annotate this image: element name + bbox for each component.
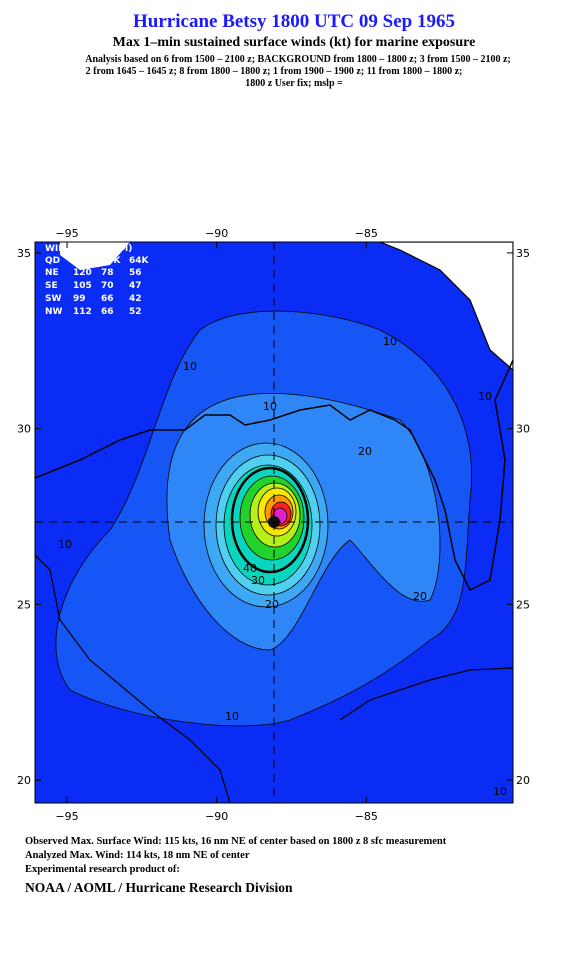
footer-line: Experimental research product of: — [25, 864, 180, 875]
table-cell: 78 — [101, 268, 114, 278]
table-cell: 112 — [73, 307, 92, 317]
y-tick-label: 20 — [17, 774, 31, 787]
table-cell: 99 — [73, 294, 86, 304]
contour-label: 40 — [243, 562, 257, 575]
table-cell: NE — [45, 268, 59, 278]
y-tick-label: 30 — [516, 423, 530, 436]
analysis-line: 2 from 1645 – 1645 z; 8 from 1800 – 1800… — [86, 66, 463, 77]
radii-table: WIND RADII (NM) QD 34K 50K 64K NE 120 78 56 SE 105… — [45, 244, 150, 317]
table-header: QD — [45, 256, 60, 266]
table-header: 50K — [101, 256, 122, 266]
contour-label: 20 — [413, 590, 427, 603]
footer-line: Observed Max. Surface Wind: 115 kts, 16 … — [25, 836, 447, 847]
coastline — [339, 667, 513, 721]
analysis-line: Analysis based on 6 from 1500 – 2100 z; … — [85, 54, 511, 65]
contour-label: 10 — [478, 390, 492, 403]
table-header: 64K — [129, 256, 150, 266]
table-cell: 120 — [73, 268, 92, 278]
y-tick-label: 35 — [17, 247, 31, 260]
land — [379, 242, 513, 371]
contour-label: 20 — [358, 445, 372, 458]
x-tick-label: −90 — [205, 227, 228, 240]
table-title: WIND RADII (NM) — [45, 244, 132, 254]
contour-label: 10 — [183, 360, 197, 373]
y-tick-label: 25 — [516, 598, 530, 611]
contour-label: 10 — [383, 335, 397, 348]
contour-label: 10 — [263, 400, 277, 413]
x-tick-label: −95 — [55, 227, 78, 240]
contour-label: 20 — [265, 598, 279, 611]
map-frame — [34, 241, 514, 804]
table-header: 34K — [73, 256, 94, 266]
table-cell: 56 — [129, 268, 142, 278]
y-tick-label: 20 — [516, 774, 530, 787]
y-tick-label: 30 — [17, 423, 31, 436]
table-cell: 70 — [101, 281, 114, 291]
title: Hurricane Betsy 1800 UTC 09 Sep 1965 — [133, 11, 455, 32]
y-tick-label: 35 — [516, 247, 530, 260]
table-cell: 52 — [129, 307, 142, 317]
table-cell: 66 — [101, 294, 114, 304]
x-tick-label: −85 — [355, 810, 378, 823]
table-cell: SE — [45, 281, 58, 291]
contour-label: 10 — [58, 538, 72, 551]
table-cell: 66 — [101, 307, 114, 317]
contour-label: 30 — [251, 574, 265, 587]
analysis-line: 1800 z User fix; mslp = — [245, 78, 343, 89]
coastline — [35, 554, 231, 803]
contour-label: 10 — [225, 710, 239, 723]
land — [60, 242, 130, 270]
contour-label: 10 — [493, 785, 507, 798]
footer-line: Analyzed Max. Wind: 114 kts, 18 nm NE of… — [25, 850, 250, 861]
footer-org: NOAA / AOML / Hurricane Research Divisio… — [25, 880, 293, 895]
table-cell: 105 — [73, 281, 92, 291]
x-tick-label: −95 — [55, 810, 78, 823]
subtitle: Max 1–min sustained surface winds (kt) f… — [113, 35, 476, 50]
x-tick-label: −85 — [355, 227, 378, 240]
wind-contour — [230, 466, 310, 574]
coastline — [35, 359, 513, 592]
y-tick-label: 25 — [17, 598, 31, 611]
table-cell: NW — [45, 307, 63, 317]
table-cell: SW — [45, 294, 61, 304]
map-area — [35, 242, 513, 803]
x-tick-label: −90 — [205, 810, 228, 823]
table-cell: 47 — [129, 281, 142, 291]
table-cell: 42 — [129, 294, 142, 304]
